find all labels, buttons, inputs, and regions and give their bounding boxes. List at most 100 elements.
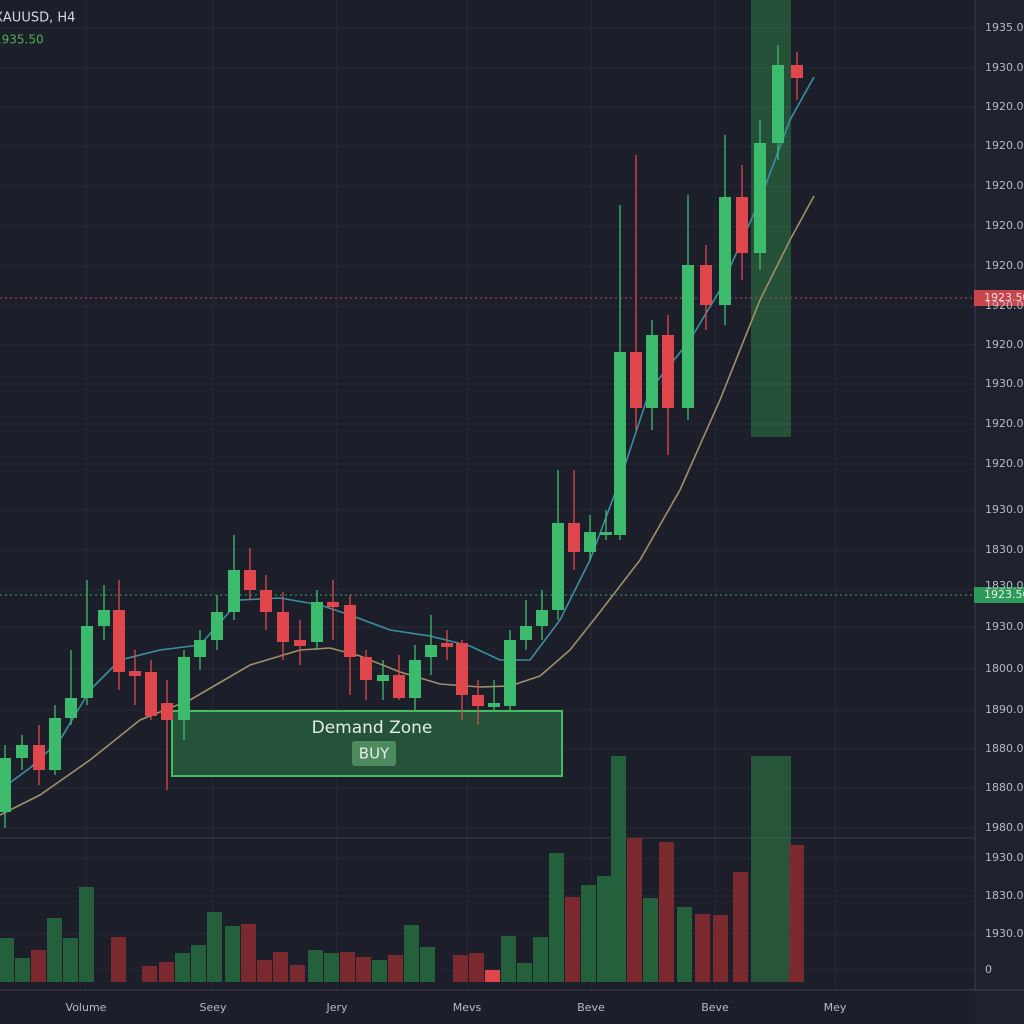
volume-bar — [257, 960, 272, 982]
buy-label: BUY — [359, 745, 390, 763]
candle-body — [311, 602, 323, 642]
candle-body — [393, 675, 405, 698]
candle-body — [129, 671, 141, 676]
volume-bar — [241, 924, 256, 982]
price-label: 1920.00 — [985, 457, 1024, 470]
candle-body — [662, 335, 674, 408]
volume-bar — [713, 915, 728, 982]
volume-bar — [404, 925, 419, 982]
time-label: Beve — [577, 1001, 605, 1014]
candle-body — [161, 703, 173, 720]
candle-body — [614, 352, 626, 535]
price-label: 1830.00 — [985, 543, 1024, 556]
volume-bar — [581, 885, 596, 982]
volume-bar — [695, 914, 710, 982]
volume-bar — [79, 887, 94, 982]
price-label: 1920.00 — [985, 417, 1024, 430]
candle-body — [472, 695, 484, 706]
candle-body — [441, 643, 453, 647]
price-label: 1920.00 — [985, 139, 1024, 152]
candle-body — [360, 657, 372, 680]
candle-body — [488, 703, 500, 707]
symbol: XAUUSD, H4 — [0, 11, 75, 26]
candle-body — [568, 523, 580, 552]
candle-body — [584, 532, 596, 552]
candle-body — [520, 626, 532, 640]
candle-body — [700, 265, 712, 305]
zone-title: Demand Zone — [312, 718, 433, 738]
volume-bar — [677, 907, 692, 982]
candle-body — [65, 698, 77, 718]
candle-body — [552, 523, 564, 610]
price-label: 1930.00 — [985, 503, 1024, 516]
volume-bar — [485, 970, 500, 982]
candle-body — [145, 672, 157, 716]
candle-body — [327, 602, 339, 607]
candle-body — [211, 612, 223, 640]
volume-bar — [501, 936, 516, 982]
time-label: Jery — [325, 1001, 348, 1014]
volume-bar — [372, 960, 387, 982]
candle-body — [646, 335, 658, 408]
volume-bar — [533, 937, 548, 982]
candle-body — [228, 570, 240, 612]
candle-body — [536, 610, 548, 626]
volume-label: 0 — [985, 963, 992, 976]
candle-body — [719, 197, 731, 305]
volume-bar — [142, 966, 157, 982]
time-label: Mey — [824, 1001, 847, 1014]
candle-body — [409, 660, 421, 698]
candle-body — [33, 745, 45, 770]
candle-body — [49, 718, 61, 770]
candle-body — [682, 265, 694, 408]
volume-bar — [0, 938, 14, 982]
candle-body — [260, 590, 272, 612]
volume-bar — [565, 897, 580, 982]
volume-bar — [111, 937, 126, 982]
volume-bar — [611, 756, 626, 982]
volume-bar — [643, 898, 658, 982]
price-label: 1920.00 — [985, 259, 1024, 272]
price-label: 1880.00 — [985, 742, 1024, 755]
volume-bar — [420, 947, 435, 982]
candle-body — [504, 640, 516, 706]
price-label: 1920.00 — [985, 299, 1024, 312]
candle-body — [244, 570, 256, 590]
price-label: 1830.00 — [985, 579, 1024, 592]
candle-body — [425, 645, 437, 657]
candle-body — [600, 532, 612, 535]
resistance-tag — [974, 290, 1024, 306]
price-label: 1880.00 — [985, 781, 1024, 794]
price-label: 1930.00 — [985, 61, 1024, 74]
volume-bar — [388, 955, 403, 982]
last-price: 1935.50 — [0, 33, 44, 47]
candle-body — [16, 745, 28, 758]
candle-body — [294, 640, 306, 646]
time-label: Seey — [199, 1001, 227, 1014]
price-label: 1920.00 — [985, 179, 1024, 192]
candle-body — [344, 605, 356, 657]
resistance-tag-label: 1923.50 — [984, 291, 1024, 304]
candle-body — [736, 197, 748, 253]
candle-body — [113, 610, 125, 672]
candle-body — [178, 657, 190, 720]
buy-badge — [352, 741, 396, 766]
candle-body — [277, 612, 289, 642]
volume-label: 1930.00 — [985, 927, 1024, 940]
volume-bar — [225, 926, 240, 982]
candle-body — [0, 758, 11, 812]
price-label: 1935.00 — [985, 21, 1024, 34]
price-label: 1980.00 — [985, 821, 1024, 834]
volume-bar — [597, 876, 612, 982]
candle-body — [791, 65, 803, 78]
volume-bar — [627, 838, 642, 982]
price-label: 1920.00 — [985, 338, 1024, 351]
volume-bar — [290, 965, 305, 982]
time-label: Volume — [66, 1001, 107, 1014]
volume-bar — [453, 955, 468, 982]
price-label: 1890.00 — [985, 703, 1024, 716]
volume-bar — [517, 963, 532, 982]
